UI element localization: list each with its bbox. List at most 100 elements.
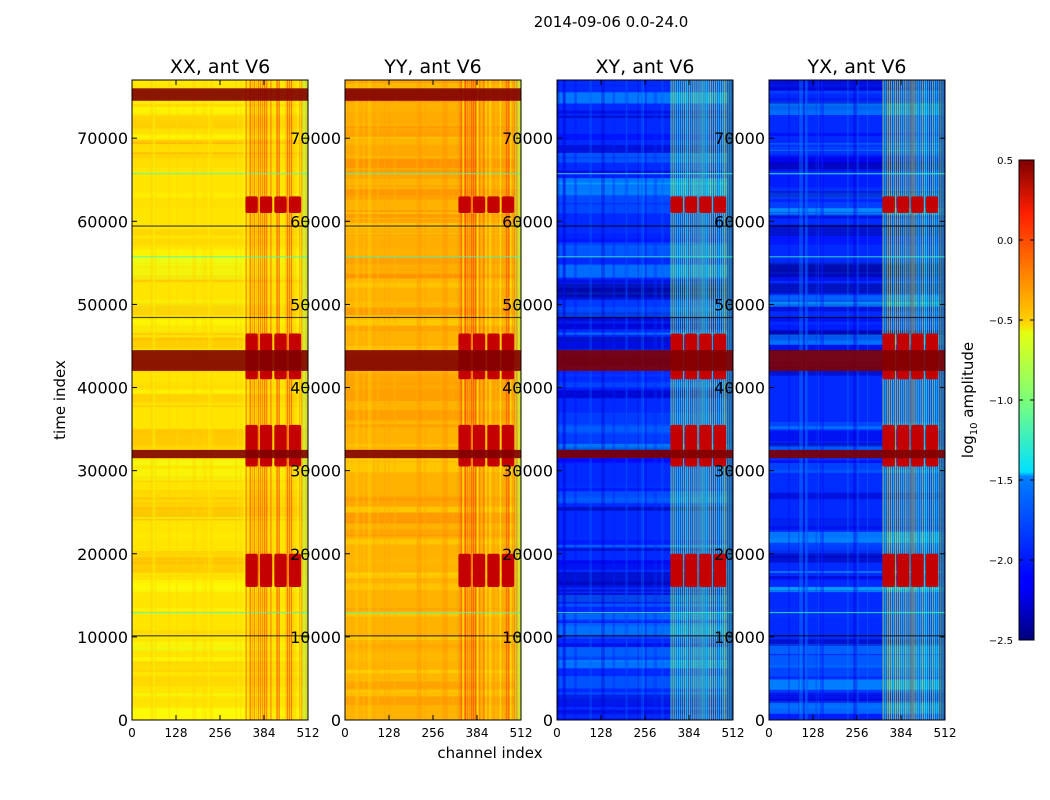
rfi-line: [557, 316, 733, 319]
rfi-column: [898, 80, 901, 720]
rfi-burst: [472, 196, 486, 213]
heatmap-row: [132, 428, 308, 441]
rfi-column: [701, 80, 703, 720]
heatmap-edge: [302, 80, 308, 720]
x-tick-label: 256: [846, 726, 869, 740]
rfi-column: [305, 80, 307, 720]
heatmap-row: [769, 639, 945, 646]
rfi-burst: [245, 424, 258, 467]
heatmap-row: [132, 561, 308, 573]
heatmap-row: [769, 476, 945, 485]
heatmap-row: [769, 442, 945, 447]
heatmap-row: [345, 410, 521, 422]
heatmap-column: [376, 80, 379, 720]
heatmap-column: [653, 80, 658, 720]
heatmap-column: [798, 80, 800, 720]
y-tick-label: 30000: [714, 462, 765, 481]
heatmap-column: [235, 80, 238, 720]
colorbar: 0.5 0.0 −0.5 −1.0 −1.5 −2.0 −2.5 log10 amplitu…: [959, 156, 1035, 647]
rfi-column: [913, 80, 915, 720]
heatmap-row: [769, 518, 945, 530]
y-tick-label: 50000: [290, 295, 341, 314]
x-tick-label: 512: [934, 726, 957, 740]
heatmap-column: [239, 80, 242, 720]
heatmap-column: [440, 80, 442, 720]
heatmap-row: [557, 589, 733, 592]
rfi-burst: [670, 196, 683, 213]
rfi-column: [299, 80, 301, 720]
heatmap-row: [345, 278, 521, 288]
rfi-line: [557, 173, 733, 175]
rfi-column: [264, 80, 266, 720]
heatmap-column: [355, 80, 358, 720]
rfi-burst: [699, 424, 712, 467]
rfi-line: [769, 256, 945, 258]
rfi-column: [717, 80, 720, 720]
colorbar-tick-label: −2.5: [989, 636, 1013, 647]
heatmap-row: [132, 337, 308, 341]
colorbar-tick-label: −2.0: [989, 556, 1013, 567]
rfi-column: [507, 80, 510, 720]
rfi-burst: [911, 424, 924, 467]
y-tick-label: 50000: [77, 295, 128, 314]
rfi-burst: [288, 196, 302, 213]
heatmap-row: [769, 481, 945, 493]
heatmap-row: [345, 558, 521, 566]
y-tick-label: 70000: [290, 129, 341, 148]
rfi-column: [462, 80, 464, 720]
high-row: [557, 350, 733, 371]
rfi-column: [927, 80, 930, 720]
heatmap-row: [557, 548, 733, 552]
heatmap-row: [557, 178, 733, 185]
rfi-line: [769, 225, 945, 227]
heatmap-row: [557, 540, 733, 544]
x-tick-label: 0: [128, 726, 136, 740]
y-tick-label: 10000: [290, 628, 341, 647]
rfi-column: [907, 80, 909, 720]
x-tick-label: 128: [378, 726, 401, 740]
rfi-burst: [245, 196, 258, 213]
rfi-burst: [684, 424, 698, 467]
heatmap-column: [423, 80, 427, 720]
rfi-column: [703, 80, 705, 720]
heatmap-column: [804, 80, 808, 720]
heatmap-row: [557, 191, 733, 204]
heatmap-row: [557, 152, 733, 163]
heatmap-row: [769, 345, 945, 352]
heatmap-row: [345, 373, 521, 386]
rfi-column: [464, 80, 466, 720]
rfi-column: [499, 80, 502, 720]
x-tick-label: 256: [209, 726, 232, 740]
x-tick-label: 512: [722, 726, 745, 740]
rfi-column: [923, 80, 926, 720]
high-row: [557, 449, 733, 459]
heatmap-column: [150, 80, 155, 720]
x-tick-label: 384: [253, 726, 276, 740]
heatmap-column: [176, 80, 178, 720]
heatmap-column: [574, 80, 577, 720]
heatmap-column: [290, 80, 292, 720]
heatmap-row: [345, 512, 521, 524]
heatmap-row: [769, 643, 945, 655]
heatmap-row: [132, 192, 308, 198]
rfi-column: [689, 80, 691, 720]
heatmap-row: [132, 249, 308, 256]
heatmap-row: [769, 132, 945, 137]
x-tick-label: 0: [341, 726, 349, 740]
heatmap-row: [769, 161, 945, 170]
heatmap-row: [557, 623, 733, 635]
rfi-column: [501, 80, 504, 720]
rfi-column: [495, 80, 497, 720]
y-tick-label: 50000: [714, 295, 765, 314]
y-axis-label: time index: [51, 360, 69, 440]
rfi-column: [249, 80, 251, 720]
heatmap-row: [345, 674, 521, 678]
rfi-burst: [896, 553, 910, 588]
rfi-burst: [501, 424, 515, 467]
heatmap-row: [557, 320, 733, 324]
heatmap-row: [345, 573, 521, 579]
rfi-burst: [501, 553, 515, 588]
heatmap-column: [203, 80, 207, 720]
heatmap-column: [557, 80, 560, 720]
heatmap-row: [345, 693, 521, 697]
